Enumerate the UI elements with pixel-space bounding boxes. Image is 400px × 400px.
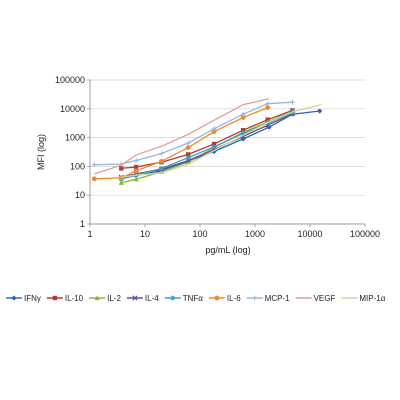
series-il6-point bbox=[118, 175, 124, 181]
y-tick-label: 100000 bbox=[55, 75, 85, 85]
legend-item-mcp1: MCP-1 bbox=[246, 294, 290, 303]
series-mcp1-point bbox=[133, 158, 139, 163]
series-il10-point bbox=[240, 128, 246, 133]
series-tnf-point bbox=[159, 166, 164, 171]
x-tick-labels: 1 10 100 1000 10000 100000 bbox=[87, 224, 380, 239]
legend-label: MIP-1α bbox=[359, 294, 385, 303]
series-lines bbox=[91, 98, 323, 185]
series-mcp1-point bbox=[290, 99, 295, 105]
series-il10-line bbox=[121, 109, 293, 170]
series-tnf-point bbox=[266, 120, 272, 126]
series-mcp1 bbox=[91, 99, 295, 168]
legend-item-tnf: TNFα bbox=[164, 294, 204, 303]
series-mcp1-point bbox=[91, 162, 97, 168]
legend-label: IL-2 bbox=[107, 294, 121, 303]
legend-label: MCP-1 bbox=[265, 294, 290, 303]
y-tick-label: 1 bbox=[80, 219, 85, 229]
y-tick-label: 10000 bbox=[60, 104, 85, 114]
series-il2-point bbox=[133, 176, 139, 182]
series-mcp1-point bbox=[211, 126, 217, 132]
series-il10 bbox=[119, 108, 295, 171]
series-mcp1-point bbox=[185, 140, 191, 146]
series-tnf-point bbox=[211, 144, 217, 150]
series-il6-point bbox=[91, 176, 97, 182]
x-tick-label: 1000 bbox=[245, 229, 265, 239]
x-axis-title: pg/mL (log) bbox=[205, 245, 250, 255]
legend-item-il10: IL-10 bbox=[46, 294, 84, 303]
legend-point bbox=[132, 295, 138, 301]
series-il6-point bbox=[185, 145, 191, 150]
legend-point bbox=[52, 295, 58, 301]
series-il10-point bbox=[133, 164, 139, 170]
legend-point bbox=[170, 295, 176, 301]
legend-point bbox=[94, 295, 100, 301]
legend-point bbox=[252, 295, 258, 301]
series-il6-point bbox=[240, 115, 246, 120]
y-axis-title: MFI (log) bbox=[36, 134, 46, 170]
x-tick-label: 10 bbox=[140, 229, 150, 239]
legend-label: TNFα bbox=[183, 294, 204, 303]
y-tick-label: 1000 bbox=[65, 133, 85, 143]
legend-item-mip1: MIP-1α bbox=[341, 294, 386, 303]
legend-label: IL-4 bbox=[145, 294, 159, 303]
x-tick-label: 1 bbox=[87, 229, 92, 239]
series-il10-point bbox=[211, 141, 217, 147]
gridlines bbox=[90, 79, 365, 225]
series-il2-point bbox=[118, 180, 124, 185]
legend-item-il4: IL-4 bbox=[126, 294, 159, 303]
series-il10-point bbox=[185, 152, 191, 157]
y-tick-labels: 1 10 100 1000 10000 100000 bbox=[55, 75, 90, 229]
legend: IFNγ IL-10 IL-2 IL-4 TNFα IL-6 MCP-1 VEGF MIP-1α bbox=[6, 294, 386, 303]
series-il6 bbox=[91, 105, 271, 182]
legend-item-vegf: VEGF bbox=[295, 294, 336, 303]
series-il6-point bbox=[159, 158, 164, 164]
series-il10-point bbox=[119, 166, 124, 171]
series-mcp1-point bbox=[265, 101, 271, 107]
y-tick-label: 10 bbox=[75, 190, 85, 200]
legend-item-il6: IL-6 bbox=[208, 294, 241, 303]
legend-label: VEGF bbox=[314, 294, 336, 303]
legend-item-ifn: IFNγ bbox=[6, 294, 41, 303]
series-mcp1-point bbox=[159, 151, 164, 156]
legend-point bbox=[214, 295, 220, 301]
series-il6-point bbox=[133, 168, 139, 174]
series-ifn-point bbox=[317, 108, 323, 114]
legend-label: IFNγ bbox=[24, 294, 41, 303]
series-vegf-line bbox=[94, 98, 270, 175]
x-tick-label: 100000 bbox=[350, 229, 380, 239]
legend-item-il2: IL-2 bbox=[89, 294, 121, 303]
legend-point bbox=[11, 295, 17, 301]
plot-frame bbox=[89, 80, 365, 225]
series-tnf-point bbox=[185, 155, 191, 161]
series-mip1-line bbox=[121, 103, 322, 178]
series-tnf-point bbox=[240, 130, 246, 136]
x-tick-label: 100 bbox=[192, 229, 207, 239]
series-il4-line bbox=[121, 113, 293, 178]
legend-label: IL-6 bbox=[227, 294, 241, 303]
y-tick-label: 100 bbox=[70, 161, 85, 171]
series-il6-point bbox=[265, 105, 271, 111]
series-mip1 bbox=[121, 103, 322, 178]
x-tick-label: 10000 bbox=[297, 229, 322, 239]
legend-label: IL-10 bbox=[65, 294, 84, 303]
series-vegf bbox=[94, 98, 270, 175]
series-mcp1-point bbox=[240, 111, 246, 117]
series-il6-point bbox=[211, 129, 217, 135]
